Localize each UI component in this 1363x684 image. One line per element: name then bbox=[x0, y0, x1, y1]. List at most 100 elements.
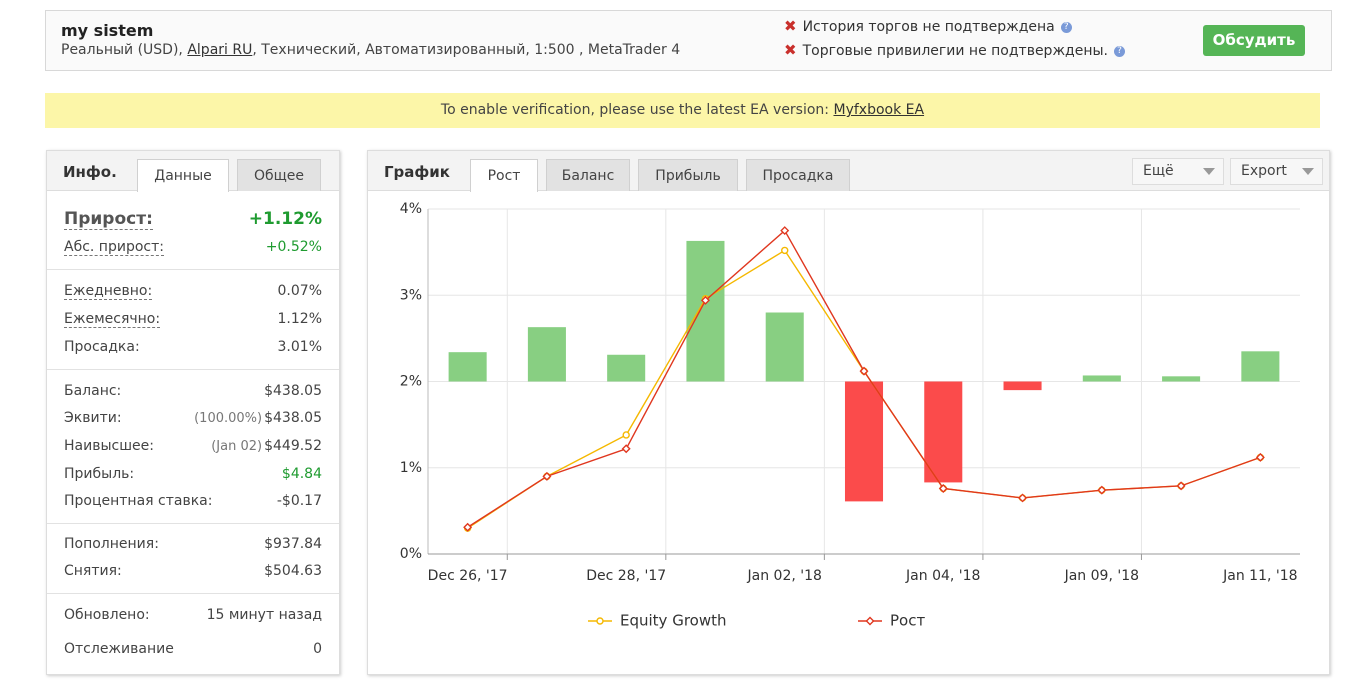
bar bbox=[1241, 351, 1280, 382]
subtitle-end: , Технический, Автоматизированный, 1:500… bbox=[252, 42, 681, 58]
point bbox=[622, 431, 630, 439]
separator bbox=[47, 593, 339, 594]
info-value-wrap: (100.00%) $438.05 bbox=[194, 410, 322, 426]
info-value-wrap: $438.05 bbox=[264, 383, 322, 399]
panel-title: График bbox=[384, 163, 450, 181]
info-row: Абс. прирост: +0.52% bbox=[64, 239, 322, 261]
info-value: $449.52 bbox=[264, 438, 322, 454]
x-tick-label: Jan 09, '18 bbox=[1064, 568, 1139, 584]
legend-label: Equity Growth bbox=[620, 612, 727, 630]
info-value-wrap: $504.63 bbox=[264, 563, 322, 579]
info-row: Отслеживание 0 bbox=[64, 641, 322, 663]
info-value: 0.07% bbox=[277, 283, 322, 299]
tab[interactable]: Просадка bbox=[746, 159, 850, 191]
info-value: $937.84 bbox=[264, 536, 322, 552]
info-value: $438.05 bbox=[264, 383, 322, 399]
tab[interactable]: Общее bbox=[237, 159, 321, 191]
help-icon[interactable]: ? bbox=[1060, 21, 1072, 33]
account-title: my sistem bbox=[61, 21, 154, 40]
tab[interactable]: Рост bbox=[470, 159, 538, 192]
point bbox=[542, 471, 552, 481]
x-tick-label: Dec 26, '17 bbox=[428, 568, 508, 584]
legend-marker bbox=[596, 617, 604, 625]
info-label: Отслеживание bbox=[64, 641, 174, 657]
info-value: -$0.17 bbox=[276, 493, 322, 509]
y-tick-label: 4% bbox=[400, 201, 422, 217]
bar bbox=[765, 312, 804, 382]
info-row: Баланс: $438.05 bbox=[64, 383, 322, 405]
info-label: Обновлено: bbox=[64, 607, 150, 623]
tab[interactable]: Данные bbox=[137, 159, 229, 192]
status-item: ✖ Торговые привилегии не подтверждены.? bbox=[784, 41, 1126, 59]
info-value-wrap: 3.01% bbox=[278, 339, 322, 355]
cross-icon: ✖ bbox=[784, 17, 797, 35]
separator bbox=[47, 369, 339, 370]
separator bbox=[47, 523, 339, 524]
account-subtitle: Реальный (USD), Alpari RU, Технический, … bbox=[61, 42, 680, 58]
info-value-wrap: 0.07% bbox=[278, 283, 322, 299]
info-row: Обновлено: 15 минут назад bbox=[64, 607, 322, 629]
cross-icon: ✖ bbox=[784, 41, 797, 59]
point bbox=[1097, 485, 1107, 495]
tab[interactable]: Баланс bbox=[546, 159, 630, 191]
bar bbox=[448, 352, 487, 382]
discuss-button[interactable]: Обсудить bbox=[1203, 25, 1305, 56]
point bbox=[621, 444, 631, 454]
info-row: Наивысшее: (Jan 02) $449.52 bbox=[64, 438, 322, 460]
point bbox=[780, 226, 790, 236]
verification-banner: To enable verification, please use the l… bbox=[45, 93, 1320, 128]
info-value: 3.01% bbox=[277, 339, 322, 355]
status-text: Торговые привилегии не подтверждены. bbox=[802, 43, 1109, 59]
status-item: ✖ История торгов не подтверждена? bbox=[784, 17, 1072, 35]
chart: 0% 1% 2% 3% 4% Dec 26, '17 Dec 28, '17 Jan 02, … bbox=[400, 201, 1300, 630]
info-row: Ежедневно: 0.07% bbox=[64, 283, 322, 305]
banner-text: To enable verification, please use the l… bbox=[440, 102, 830, 118]
info-value: +1.12% bbox=[248, 209, 322, 229]
info-label[interactable]: Прирост: bbox=[64, 209, 153, 230]
info-row: Прирост: +1.12% bbox=[64, 209, 322, 231]
info-label: Прибыль: bbox=[64, 466, 135, 482]
info-value-wrap: (Jan 02) $449.52 bbox=[211, 438, 322, 454]
point bbox=[781, 246, 789, 255]
info-row: Ежемесячно: 1.12% bbox=[64, 311, 322, 333]
info-note: (100.00%) bbox=[194, 411, 263, 426]
info-row: Прибыль: $4.84 bbox=[64, 466, 322, 488]
status-text: История торгов не подтверждена bbox=[802, 19, 1055, 35]
bar bbox=[527, 327, 566, 382]
info-label: Снятия: bbox=[64, 563, 122, 579]
point bbox=[463, 522, 473, 532]
y-tick-label: 1% bbox=[400, 460, 422, 476]
dropdown[interactable]: Export bbox=[1230, 158, 1323, 185]
dropdown[interactable]: Ещё bbox=[1132, 158, 1224, 185]
x-tick-label: Jan 11, '18 bbox=[1222, 568, 1297, 584]
info-value-wrap: -$0.17 bbox=[277, 493, 322, 509]
info-label[interactable]: Ежедневно: bbox=[64, 283, 153, 300]
legend-marker bbox=[865, 616, 875, 626]
info-value-wrap: 15 минут назад bbox=[207, 607, 322, 623]
point bbox=[938, 483, 948, 493]
bar bbox=[1082, 375, 1121, 382]
info-row: Процентная ставка: -$0.17 bbox=[64, 493, 322, 515]
subtitle-start: Реальный (USD), bbox=[61, 42, 183, 58]
y-tick-label: 2% bbox=[400, 374, 422, 390]
point bbox=[1255, 452, 1265, 462]
info-value-wrap: +0.52% bbox=[266, 239, 322, 255]
info-label[interactable]: Абс. прирост: bbox=[64, 239, 164, 256]
info-label[interactable]: Ежемесячно: bbox=[64, 311, 161, 328]
tab[interactable]: Прибыль bbox=[638, 159, 738, 191]
help-icon[interactable]: ? bbox=[1114, 45, 1126, 57]
chart-panel: График Рост Баланс Прибыль Просадка Ещё … bbox=[367, 150, 1330, 675]
info-value: $438.05 bbox=[264, 410, 322, 426]
info-value: $504.63 bbox=[264, 563, 322, 579]
tab-bar: График Рост Баланс Прибыль Просадка Ещё … bbox=[368, 151, 1329, 192]
info-value-wrap: $4.84 bbox=[282, 466, 322, 482]
info-value-wrap: 1.12% bbox=[278, 311, 322, 327]
x-tick-label: Jan 02, '18 bbox=[747, 568, 822, 584]
info-value: $4.84 bbox=[281, 466, 322, 482]
info-value-wrap: +1.12% bbox=[249, 209, 322, 229]
banner-link[interactable]: Myfxbook EA bbox=[833, 102, 925, 118]
point bbox=[1176, 481, 1186, 491]
broker-link[interactable]: Alpari RU bbox=[187, 42, 253, 58]
bar bbox=[607, 354, 646, 382]
